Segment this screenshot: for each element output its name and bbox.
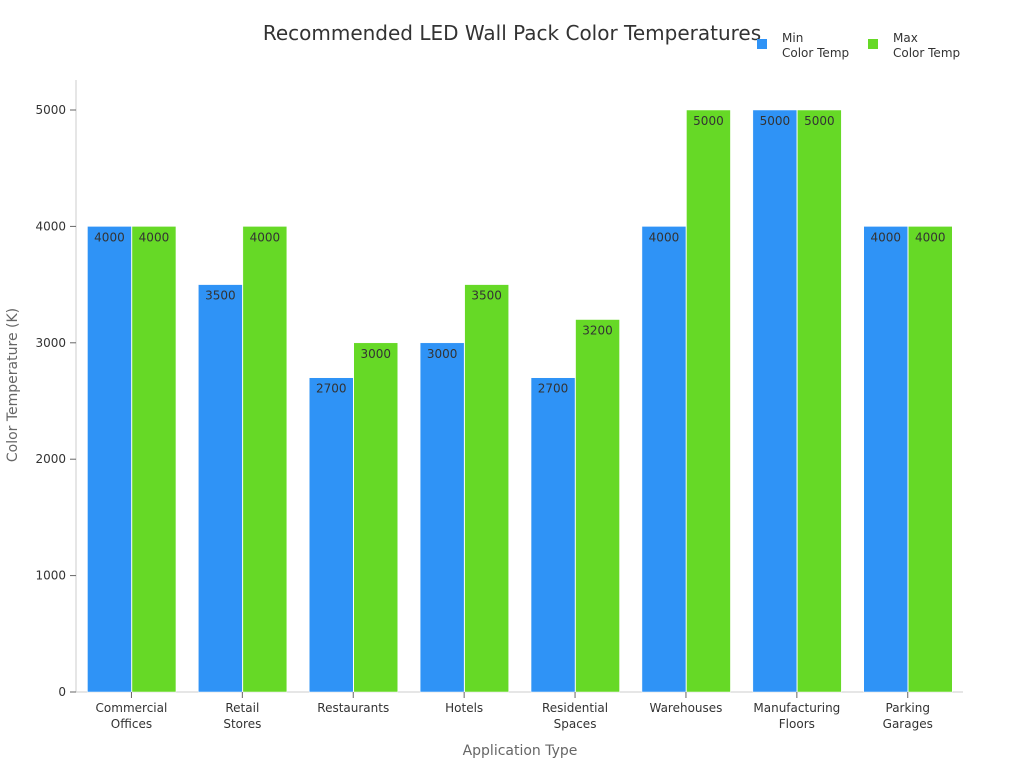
bar-max: [131, 226, 177, 693]
legend-label: Max: [893, 31, 918, 45]
bar-max: [575, 319, 620, 693]
y-tick-label: 4000: [35, 219, 66, 233]
bar-data-label: 5000: [693, 114, 724, 128]
bar-data-label: 5000: [760, 114, 791, 128]
bar-min: [863, 226, 908, 693]
bar-max: [908, 226, 953, 693]
bar-min: [752, 109, 798, 693]
bar-min: [530, 377, 576, 693]
legend-label: Min: [782, 31, 803, 45]
legend-swatch: [868, 39, 878, 49]
x-tick-label: Stores: [223, 717, 261, 731]
legend-label: Color Temp: [782, 46, 849, 60]
bar-data-label: 5000: [804, 114, 835, 128]
y-tick-label: 2000: [35, 452, 66, 466]
legend-label: Color Temp: [893, 46, 960, 60]
bar-min: [309, 377, 354, 693]
bar-min: [198, 284, 243, 693]
x-tick-label: Manufacturing: [753, 701, 840, 715]
bar-max: [242, 226, 288, 693]
bar-data-label: 4000: [915, 230, 946, 244]
bar-data-label: 4000: [139, 230, 170, 244]
legend-swatch: [757, 39, 767, 49]
bar-max: [797, 109, 842, 693]
bar-data-label: 3500: [205, 289, 236, 303]
y-tick-label: 0: [58, 685, 66, 699]
y-tick-label: 1000: [35, 569, 66, 583]
bar-max: [353, 342, 398, 693]
bar-data-label: 3200: [582, 324, 613, 338]
bar-max: [686, 109, 731, 693]
bar-min: [419, 342, 465, 693]
bar-data-label: 2700: [316, 382, 347, 396]
x-tick-label: Spaces: [554, 717, 597, 731]
bar-data-label: 4000: [250, 230, 281, 244]
x-tick-label: Parking: [886, 701, 931, 715]
y-axis-label: Color Temperature (K): [5, 308, 21, 462]
bar-data-label: 2700: [538, 382, 569, 396]
chart-title: Recommended LED Wall Pack Color Temperat…: [263, 21, 761, 45]
x-tick-label: Hotels: [445, 701, 483, 715]
x-tick-label: Retail: [225, 701, 259, 715]
bar-data-label: 3000: [360, 347, 391, 361]
bar-data-label: 4000: [870, 230, 901, 244]
bar-data-label: 4000: [649, 230, 680, 244]
x-tick-label: Residential: [542, 701, 608, 715]
x-tick-label: Commercial: [96, 701, 168, 715]
bar-min: [87, 226, 132, 693]
bar-data-label: 4000: [94, 230, 125, 244]
x-tick-label: Warehouses: [649, 701, 722, 715]
bar-data-label: 3000: [427, 347, 458, 361]
bar-data-label: 3500: [471, 289, 502, 303]
y-tick-label: 3000: [35, 336, 66, 350]
x-axis-label: Application Type: [463, 743, 578, 759]
x-tick-label: Floors: [779, 717, 815, 731]
y-tick-label: 5000: [35, 103, 66, 117]
x-tick-label: Restaurants: [317, 701, 389, 715]
bar-max: [464, 284, 509, 693]
bar-min: [641, 226, 687, 693]
x-tick-label: Garages: [883, 717, 933, 731]
x-tick-label: Offices: [111, 717, 152, 731]
